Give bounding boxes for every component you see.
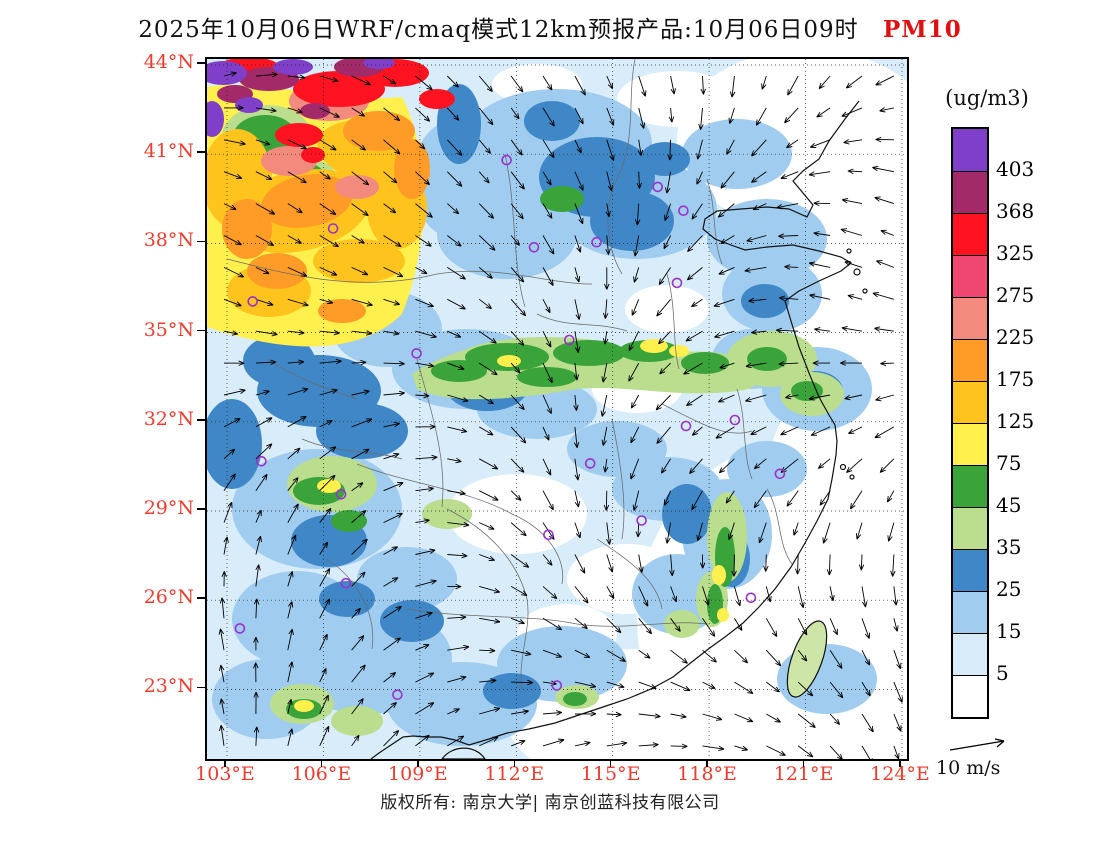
station-marker	[247, 296, 259, 307]
lat-tick-mark	[197, 508, 205, 510]
colorbar-segment	[953, 255, 987, 297]
station-marker	[234, 623, 246, 634]
wind-scale-arrow	[949, 738, 1005, 751]
figure-title-pollutant: PM10	[882, 16, 962, 43]
province-boundaries	[226, 59, 793, 690]
colorbar-level-label: 15	[996, 619, 1022, 643]
station-marker	[340, 577, 352, 589]
station-marker	[636, 515, 647, 526]
colorbar-level-label: 25	[996, 577, 1022, 601]
lat-tick-label: 29°N	[143, 496, 194, 519]
colorbar-segment	[953, 633, 987, 675]
lon-tick-label: 115°E	[580, 763, 641, 785]
lon-tick-mark	[802, 759, 805, 767]
colorbar-segment	[953, 129, 987, 171]
figure-title: 2025年10月06日WRF/cmaq模式12km预报产品:10月06日09时 …	[0, 10, 1100, 44]
lon-tick-mark	[513, 759, 516, 767]
lon-tick-label: 124°E	[870, 763, 930, 785]
lat-tick-label: 35°N	[143, 318, 194, 341]
colorbar-level-label: 75	[996, 451, 1022, 475]
station-marker	[652, 181, 664, 193]
lat-tick-label: 23°N	[143, 675, 194, 698]
station-marker	[563, 334, 575, 346]
colorbar-segment	[953, 675, 987, 717]
lat-tick-mark	[197, 329, 205, 332]
figure-title-text: 2025年10月06日WRF/cmaq模式12km预报产品:10月06日09时	[138, 17, 859, 43]
colorbar-segment	[953, 297, 987, 339]
lat-tick-label: 44°N	[143, 50, 194, 73]
station-markers	[234, 154, 786, 701]
colorbar-segment	[953, 507, 987, 549]
station-marker	[411, 348, 422, 359]
colorbar-level-label: 368	[996, 199, 1035, 223]
station-marker	[745, 592, 757, 604]
lat-tick-label: 41°N	[143, 140, 194, 163]
lon-tick-label: 121°E	[773, 763, 834, 785]
station-marker	[543, 529, 554, 541]
lon-tick-label: 109°E	[388, 763, 448, 785]
colorbar-level-label: 225	[996, 325, 1035, 349]
colorbar-level-label: 35	[996, 535, 1022, 559]
colorbar-level-label: 45	[996, 493, 1022, 517]
station-marker	[256, 455, 267, 467]
colorbar-level-label: 275	[996, 283, 1035, 307]
colorbar-level-label: 403	[996, 157, 1035, 181]
lat-tick-label: 32°N	[143, 407, 194, 430]
station-marker	[392, 689, 403, 701]
station-marker	[528, 242, 540, 253]
station-marker	[335, 488, 347, 500]
station-marker	[680, 420, 692, 432]
lon-tick-mark	[320, 759, 323, 767]
colorbar-segment	[953, 171, 987, 213]
colorbar-segment	[953, 339, 987, 381]
station-marker	[729, 414, 741, 426]
lon-tick-mark	[609, 759, 612, 767]
lat-tick-mark	[197, 151, 205, 153]
colorbar-segment	[953, 465, 987, 507]
lat-tick-label: 38°N	[143, 229, 194, 252]
colorbar-level-label: 125	[996, 409, 1035, 433]
map-frame	[205, 57, 909, 761]
station-marker	[774, 468, 786, 480]
station-marker	[327, 223, 339, 234]
lat-tick-label: 26°N	[143, 586, 194, 609]
lon-tick-label: 103°E	[195, 763, 255, 785]
colorbar	[951, 127, 989, 719]
pm10-level-325-368-regions	[219, 59, 455, 163]
lat-tick-mark	[197, 62, 205, 64]
wind-scale-label: 10 m/s	[936, 757, 1001, 779]
wind-vector-field	[218, 71, 903, 759]
lon-tick-mark	[224, 759, 226, 767]
colorbar-segment	[953, 423, 987, 465]
lat-tick-mark	[197, 597, 205, 599]
colorbar-units-label: (ug/m3)	[945, 86, 1029, 110]
colorbar-segment	[953, 591, 987, 633]
colorbar-segment	[953, 381, 987, 423]
lon-tick-label: 106°E	[291, 763, 352, 785]
lat-tick-mark	[197, 419, 205, 421]
pm10-level-above-403-regions	[207, 59, 395, 137]
coastline	[370, 100, 868, 759]
station-marker	[551, 680, 563, 691]
station-marker	[591, 236, 602, 248]
station-marker	[584, 458, 596, 469]
lon-tick-label: 118°E	[677, 763, 737, 785]
lon-tick-label: 112°E	[484, 763, 545, 785]
colorbar-segment	[953, 213, 987, 255]
colorbar-level-label: 325	[996, 241, 1035, 265]
lon-tick-mark	[417, 759, 419, 767]
station-marker	[501, 154, 512, 166]
lat-tick-mark	[197, 686, 205, 689]
colorbar-level-label: 175	[996, 367, 1035, 391]
lon-tick-mark	[899, 759, 901, 767]
colorbar-level-label: 5	[996, 661, 1009, 685]
colorbar-segment	[953, 549, 987, 591]
copyright-footer: 版权所有: 南京大学| 南京创蓝科技有限公司	[380, 793, 720, 813]
station-marker	[671, 277, 683, 289]
forecast-map	[207, 59, 907, 759]
lon-tick-mark	[706, 759, 708, 767]
lat-tick-mark	[197, 240, 205, 243]
station-marker	[678, 205, 689, 216]
